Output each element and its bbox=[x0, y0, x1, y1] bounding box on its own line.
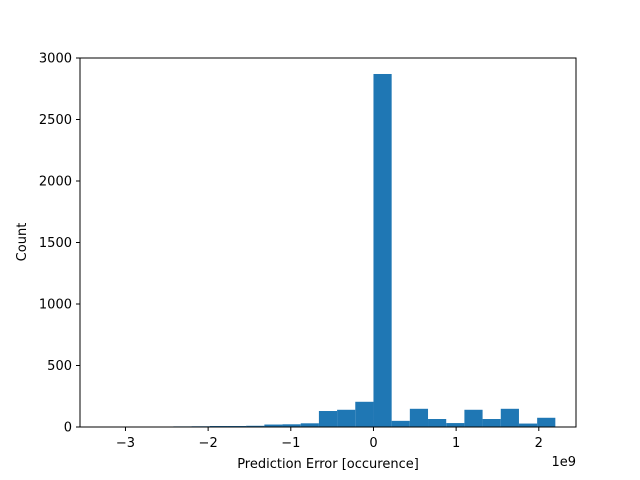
x-tick-label: −2 bbox=[199, 436, 218, 451]
histogram-bar-18 bbox=[428, 419, 447, 427]
histogram-bar-9 bbox=[264, 424, 283, 427]
plot-frame bbox=[79, 57, 577, 428]
histogram-bar-20 bbox=[464, 409, 483, 427]
histogram-bar-11 bbox=[300, 423, 319, 427]
histogram-bar-22 bbox=[500, 408, 519, 427]
x-axis-label: Prediction Error [occurence] bbox=[237, 457, 419, 472]
histogram-bar-15 bbox=[373, 73, 392, 428]
y-tick-label: 1500 bbox=[39, 236, 72, 251]
histogram-bar-24 bbox=[537, 417, 556, 427]
x-tick-label: −3 bbox=[116, 436, 135, 451]
bars-group bbox=[100, 73, 556, 428]
histogram-bar-17 bbox=[409, 408, 429, 427]
x-tick-label: 2 bbox=[535, 436, 543, 451]
x-axis-offset-label: 1e9 bbox=[551, 455, 576, 470]
y-axis-ticks: 0 500 1000 1500 2000 2500 3000 bbox=[39, 52, 80, 436]
y-tick-label: 1000 bbox=[39, 298, 72, 313]
histogram-bar-10 bbox=[282, 424, 301, 427]
x-tick-label: 0 bbox=[369, 436, 377, 451]
y-axis-label: Count bbox=[15, 223, 30, 262]
x-tick-label: −1 bbox=[281, 436, 300, 451]
histogram-bar-21 bbox=[482, 419, 501, 427]
histogram-bar-19 bbox=[446, 423, 465, 427]
histogram-bar-14 bbox=[355, 401, 374, 427]
y-tick-label: 500 bbox=[47, 359, 72, 374]
y-tick-label: 0 bbox=[64, 421, 72, 436]
histogram-bar-13 bbox=[337, 409, 356, 427]
histogram-bar-8 bbox=[246, 425, 265, 427]
histogram-bar-16 bbox=[391, 420, 410, 427]
histogram-bar-23 bbox=[518, 423, 538, 427]
histogram-bar-12 bbox=[318, 411, 338, 427]
y-tick-label: 2500 bbox=[39, 113, 72, 128]
x-tick-label: 1 bbox=[452, 436, 460, 451]
y-tick-label: 3000 bbox=[39, 52, 72, 67]
x-axis-ticks: −3 −2 −1 0 1 2 bbox=[116, 427, 543, 451]
y-tick-label: 2000 bbox=[39, 175, 72, 190]
